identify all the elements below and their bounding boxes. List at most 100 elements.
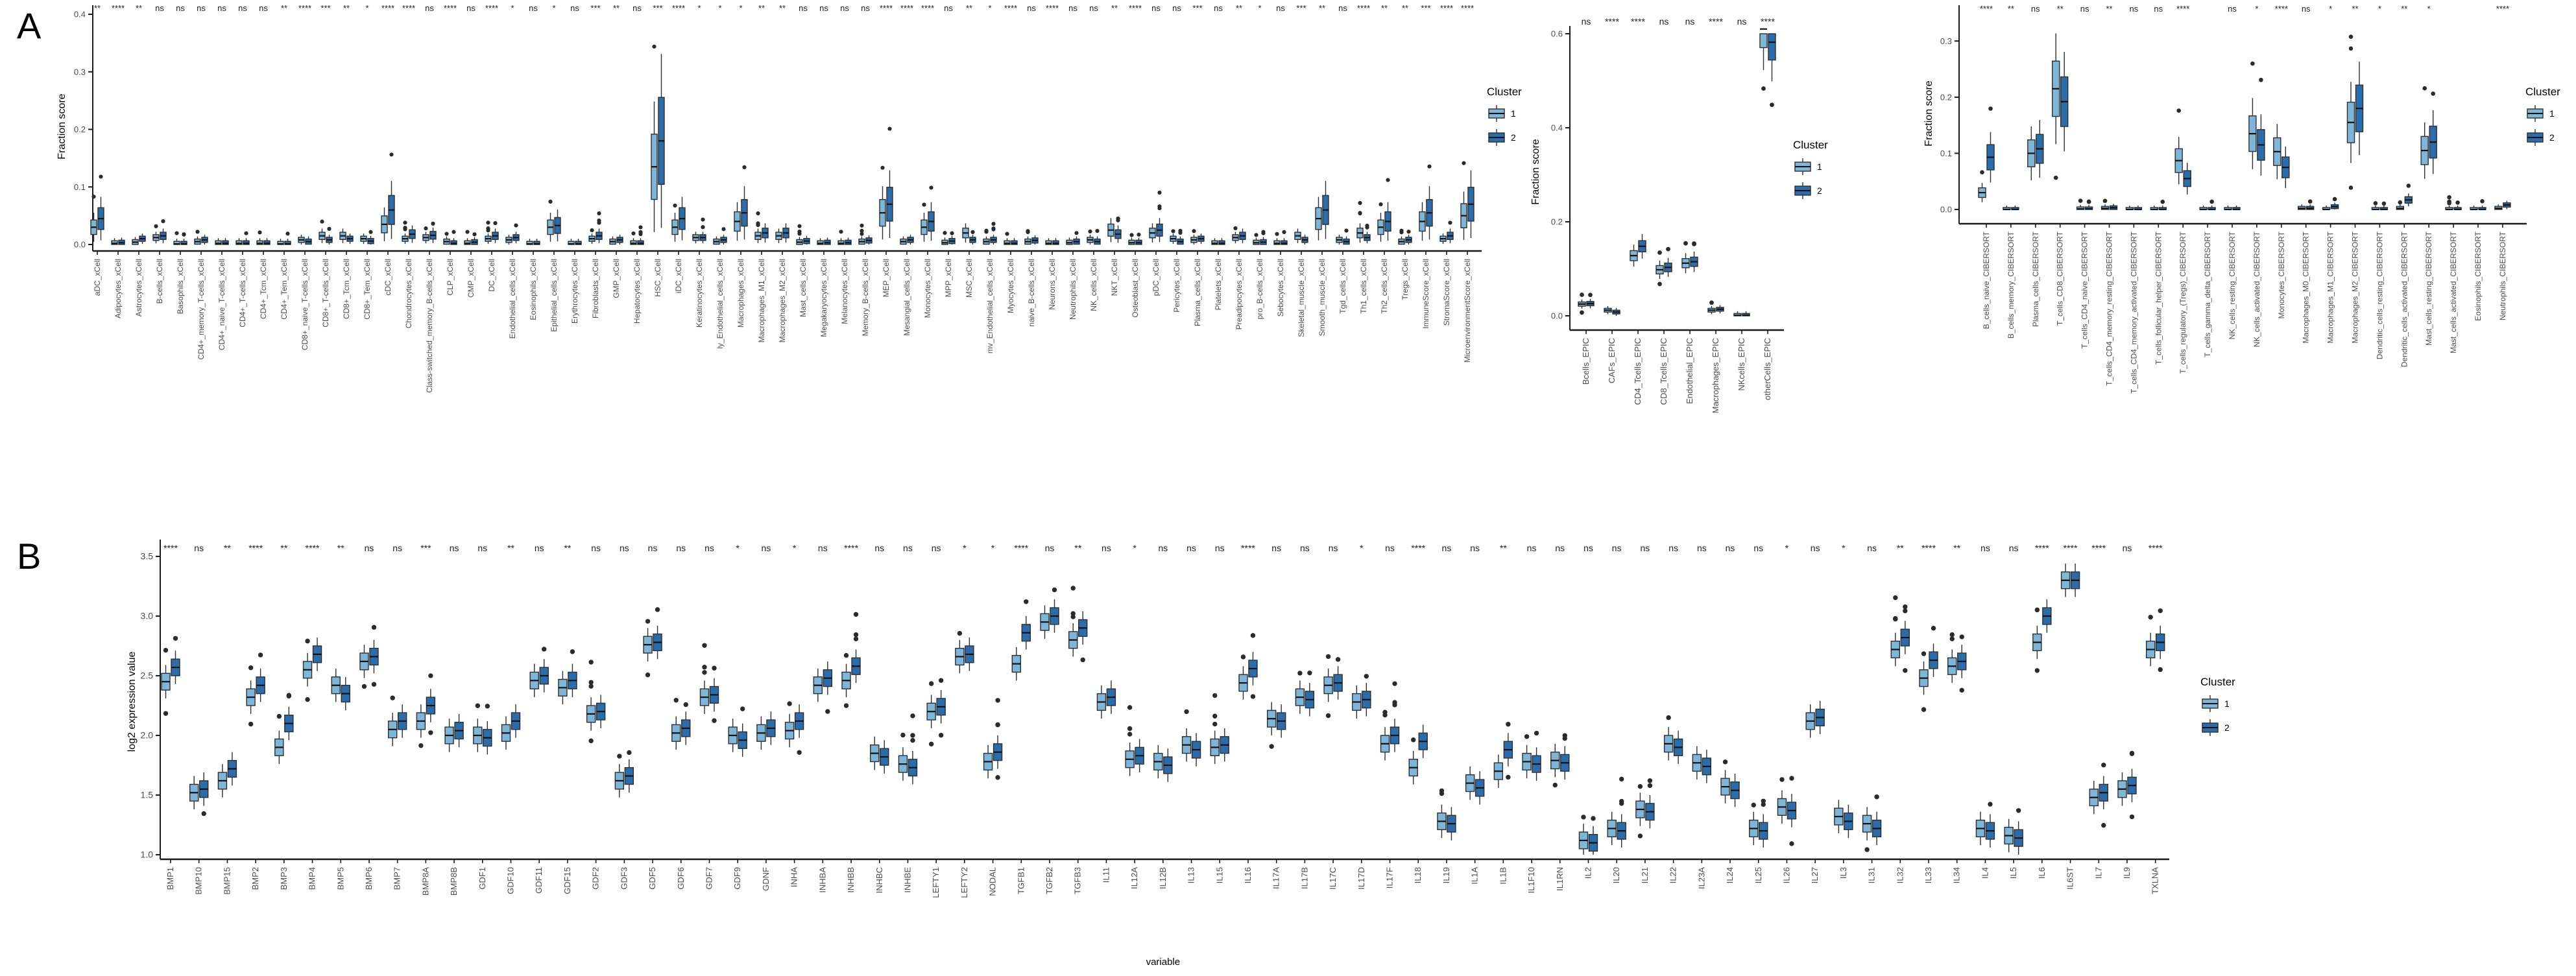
significance-label: ****: [1709, 16, 1723, 27]
significance-label: ****: [298, 3, 311, 13]
significance-label: **: [564, 543, 571, 553]
category-label: IL31: [1867, 867, 1877, 883]
category-label: IL18: [1413, 867, 1423, 883]
category-label: IL32: [1895, 867, 1905, 883]
legend-item-label: 2: [2224, 722, 2230, 733]
y-tick-label: 3.0: [141, 611, 154, 621]
significance-label: ****: [1461, 3, 1474, 13]
boxplot-swatch-icon: [2527, 105, 2544, 122]
legend-item: 1: [2200, 694, 2235, 713]
significance-label: ns: [217, 3, 226, 13]
y-tick-label: 0.2: [1551, 217, 1563, 227]
y-axis-title: Fraction score: [56, 93, 67, 159]
significance-label: ns: [1329, 543, 1338, 553]
category-label: B-cells_xCell: [155, 259, 164, 304]
category-label: HSC_xCell: [653, 259, 662, 297]
category-label: IL21: [1640, 867, 1650, 883]
legend-item-label: 1: [2549, 108, 2555, 119]
significance-label: ****: [1631, 16, 1645, 27]
significance-label: **: [281, 3, 287, 13]
category-label: Eosinophils_CIBERSORT: [2474, 231, 2483, 321]
significance-label: *: [1258, 3, 1261, 13]
category-label: BMP15: [222, 867, 232, 895]
category-label: IL12A: [1129, 867, 1139, 889]
category-label: CMP_xCell: [466, 259, 475, 298]
significance-label: *: [991, 543, 995, 553]
legend-title: Cluster: [2200, 676, 2235, 688]
y-tick-label: 0.4: [1551, 123, 1563, 133]
category-label: Macrophages_EPIC: [1711, 338, 1720, 413]
category-label: Monocytes_xCell: [923, 259, 932, 318]
category-label: naive_B-cells_xCell: [1027, 259, 1036, 327]
category-label: Macrophages_M1_xCell: [757, 259, 766, 342]
category-label: CD8+_Tcm_xCell: [342, 259, 351, 319]
significance-label: ***: [590, 3, 600, 13]
significance-label: ns: [1068, 3, 1077, 13]
category-label: Basophils_xCell: [176, 259, 185, 314]
category-label: Neutrophils_xCell: [1068, 259, 1077, 320]
category-label: GDF6: [676, 867, 686, 890]
y-tick-label: 0.1: [1940, 149, 1952, 158]
category-label: CD8+_naive_T-cells_xCell: [300, 259, 309, 350]
significance-label: ****: [2064, 543, 2078, 553]
significance-label: ****: [248, 543, 263, 553]
y-tick-label: 0.0: [1551, 311, 1563, 321]
category-label: Bcells_EPIC: [1581, 338, 1591, 385]
significance-label: ns: [1659, 16, 1669, 27]
category-label: B_cells_memory_CIBERSORT: [2006, 231, 2016, 339]
significance-label: ns: [620, 543, 629, 553]
category-label: Platelets_xCell: [1214, 259, 1223, 310]
category-label: pDC_xCell: [1151, 259, 1161, 296]
category-label: CD8+_T-cells_xCell: [321, 259, 330, 327]
category-label: Mast_cells_activated_CIBERSORT: [2449, 231, 2458, 353]
significance-label: ns: [1685, 16, 1695, 27]
category-label: IL5: [2008, 867, 2018, 879]
y-tick-label: 0.3: [1940, 36, 1952, 46]
category-label: BMP1: [165, 867, 175, 890]
panel-b-label: B: [17, 536, 42, 577]
significance-label: ns: [1612, 543, 1622, 553]
significance-label: ns: [799, 3, 808, 13]
y-tick-label: 0.2: [74, 125, 86, 134]
significance-label: ****: [1980, 4, 1993, 14]
ligand-expression-boxplot-chart: 1.0 1.5 2.0 2.5 3.0 3.5 log2 expression value v…: [126, 540, 2169, 968]
category-label: CD4+_memory_T-cells_xCell: [197, 259, 206, 360]
category-label: Epithelial_cells_xCell: [549, 259, 559, 332]
significance-label: **: [280, 543, 287, 553]
significance-label: *: [963, 543, 967, 553]
category-label: INHBE: [902, 867, 912, 893]
category-label: IL1RN: [1555, 867, 1565, 891]
significance-label: ns: [874, 543, 884, 553]
boxplot-swatch-icon: [1488, 105, 1505, 122]
boxplot-swatch-icon: [1794, 158, 1811, 175]
category-label: IL27: [1810, 867, 1820, 883]
category-label: IL1A: [1470, 867, 1480, 885]
category-label: CD4+_Tcm_xCell: [259, 259, 268, 319]
significance-label: **: [94, 3, 101, 13]
significance-label: **: [779, 3, 786, 13]
significance-label: *: [1133, 543, 1137, 553]
significance-label: ns: [1151, 3, 1161, 13]
legend-item-label: 1: [1817, 161, 1822, 172]
significance-label: ns: [176, 3, 185, 13]
category-label: IL19: [1441, 867, 1451, 883]
significance-label: *: [718, 3, 721, 13]
category-label: IL11: [1101, 867, 1111, 883]
significance-label: ns: [1442, 543, 1452, 553]
significance-label: ****: [163, 543, 178, 553]
category-label: ly_Endothelial_cells_xCell: [716, 259, 725, 349]
significance-label: ns: [1089, 3, 1098, 13]
legend-item-label: 2: [1817, 185, 1822, 196]
significance-label: ns: [425, 3, 434, 13]
significance-label: ****: [306, 543, 320, 553]
significance-label: ns: [238, 3, 247, 13]
category-label: Class-switched_memory_B-cells_xCell: [425, 259, 434, 393]
significance-label: ns: [535, 543, 544, 553]
category-label: Macrophages_xCell: [736, 259, 745, 327]
legend-item: 2: [2200, 718, 2235, 737]
category-label: IL7: [2093, 867, 2103, 879]
significance-label: ****: [1761, 16, 1775, 27]
legend-item: 1: [2525, 104, 2560, 123]
